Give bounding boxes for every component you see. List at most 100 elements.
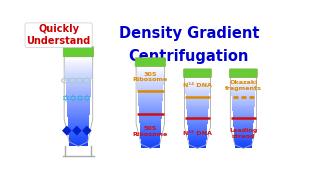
Bar xyxy=(187,109,208,110)
Bar xyxy=(136,68,164,69)
Bar xyxy=(68,114,90,115)
Bar xyxy=(234,136,252,137)
Bar xyxy=(67,102,90,103)
Bar xyxy=(140,125,161,126)
Bar xyxy=(187,108,209,109)
Bar xyxy=(233,120,254,121)
Bar xyxy=(235,144,252,145)
Bar xyxy=(185,85,210,86)
Bar xyxy=(232,98,255,99)
Bar xyxy=(232,103,255,104)
Bar xyxy=(139,108,162,109)
Bar xyxy=(188,132,207,133)
Bar xyxy=(187,114,208,115)
Bar xyxy=(138,91,163,92)
Bar xyxy=(185,87,210,88)
Bar xyxy=(230,78,256,79)
Bar xyxy=(185,90,210,91)
Bar xyxy=(231,93,255,94)
Bar xyxy=(65,63,92,64)
Text: Leading
strand: Leading strand xyxy=(229,128,258,139)
Bar xyxy=(188,123,208,124)
Bar xyxy=(137,78,164,79)
Bar xyxy=(69,140,88,141)
Bar xyxy=(188,141,206,142)
Bar xyxy=(64,58,92,60)
Bar xyxy=(65,73,92,74)
Bar xyxy=(66,84,91,86)
Bar xyxy=(138,90,163,91)
Bar xyxy=(233,118,254,119)
Bar xyxy=(188,130,207,131)
Bar xyxy=(188,136,207,137)
Bar xyxy=(66,93,91,94)
Bar xyxy=(185,78,211,79)
Bar xyxy=(230,79,256,80)
Bar xyxy=(140,133,161,134)
Bar xyxy=(66,86,91,87)
Bar xyxy=(137,76,164,77)
Bar xyxy=(140,130,161,131)
Bar xyxy=(68,127,89,128)
Bar xyxy=(232,99,255,100)
Bar xyxy=(187,110,208,111)
Bar xyxy=(139,114,162,115)
Text: ✡: ✡ xyxy=(68,94,76,104)
Bar xyxy=(189,146,206,147)
Bar xyxy=(185,86,210,87)
Bar xyxy=(186,97,209,98)
Bar xyxy=(235,143,252,144)
Bar xyxy=(188,142,206,143)
Bar xyxy=(67,105,90,106)
Bar xyxy=(69,143,88,144)
Bar xyxy=(235,141,252,142)
Bar xyxy=(139,113,162,114)
Bar xyxy=(137,73,164,74)
Bar xyxy=(66,88,91,89)
Bar xyxy=(186,102,209,103)
Bar xyxy=(67,108,90,109)
Bar xyxy=(187,118,208,119)
Bar xyxy=(233,113,254,114)
Bar xyxy=(186,103,209,104)
Bar xyxy=(189,144,206,145)
Bar xyxy=(67,100,90,101)
Bar xyxy=(140,131,161,132)
Bar xyxy=(188,138,207,139)
Bar xyxy=(234,126,253,127)
Bar xyxy=(185,80,210,81)
Bar xyxy=(69,138,88,140)
Bar xyxy=(186,105,209,106)
Bar xyxy=(64,61,92,62)
Bar xyxy=(141,141,160,142)
Bar xyxy=(140,137,160,138)
Bar xyxy=(139,115,162,116)
Bar xyxy=(231,95,255,96)
Text: ✡: ✡ xyxy=(82,94,91,104)
Bar xyxy=(140,139,160,140)
Bar xyxy=(185,84,210,85)
Bar xyxy=(139,111,162,112)
Bar xyxy=(68,129,89,130)
Bar xyxy=(188,126,207,127)
Bar xyxy=(67,103,90,105)
Bar xyxy=(139,120,161,121)
Bar xyxy=(233,122,253,123)
Bar xyxy=(185,79,210,80)
Bar xyxy=(188,140,206,141)
Bar xyxy=(185,92,210,93)
Bar xyxy=(233,125,253,126)
Bar xyxy=(137,79,164,80)
Bar xyxy=(67,99,90,100)
Bar xyxy=(140,138,160,139)
Bar xyxy=(231,86,256,87)
Bar xyxy=(139,118,161,120)
Bar xyxy=(187,115,208,116)
Bar xyxy=(138,89,163,90)
Bar xyxy=(232,109,254,110)
Bar xyxy=(140,127,161,128)
Bar xyxy=(186,98,209,99)
Bar xyxy=(234,140,252,141)
Bar xyxy=(65,72,92,73)
Bar xyxy=(232,104,255,105)
